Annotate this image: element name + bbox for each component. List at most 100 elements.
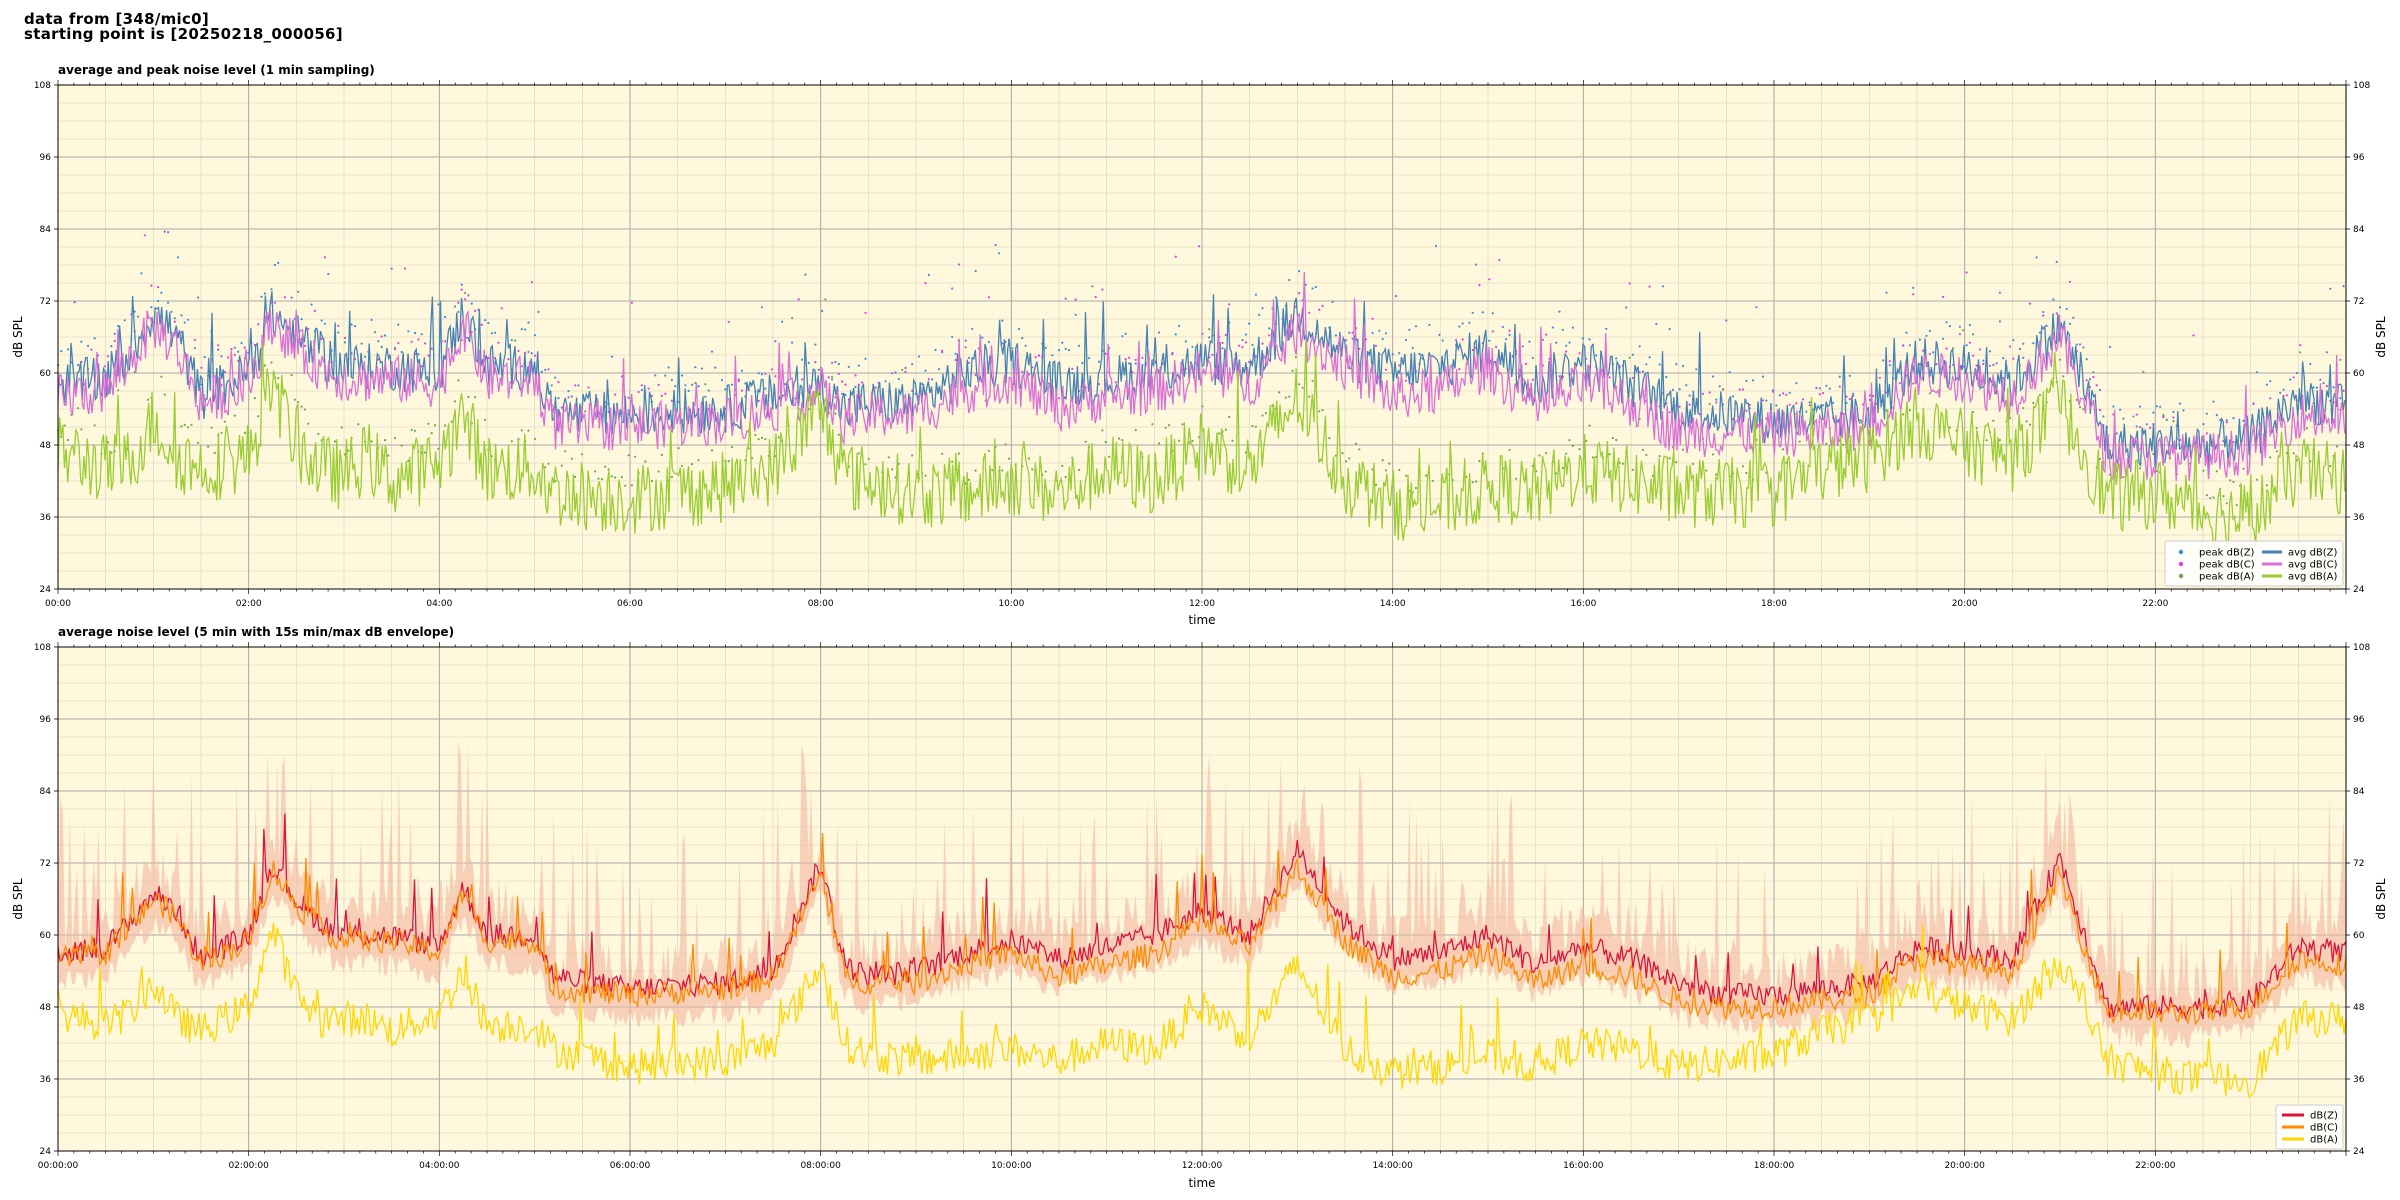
peak-point [1691,462,1695,465]
peak-point [994,243,997,247]
peak-point [2038,331,2042,334]
peak-point [1998,320,2001,323]
peak-point [560,464,563,467]
peak-point [1067,349,1071,352]
peak-point [837,372,840,375]
peak-point [1681,364,1685,368]
peak-point [574,475,577,478]
peak-point [2322,382,2325,385]
legend-label: avg dB(A) [2288,572,2338,583]
peak-point [2058,358,2062,361]
peak-point [1291,369,1294,372]
peak-point [2269,456,2272,459]
peak-point [2042,310,2045,314]
peak-point [854,385,857,389]
x-tick-label: 22:00 [2142,599,2168,609]
peak-point [1888,364,1891,367]
peak-point [1351,331,1354,334]
peak-point [1074,313,1077,316]
peak-point [223,420,226,423]
legend-label: avg dB(Z) [2288,548,2338,559]
peak-point [1688,403,1691,406]
peak-point [831,361,834,364]
peak-point [730,446,734,449]
series-line-dbz [57,813,2347,1021]
peak-point [1091,285,1094,288]
y-tick-label-right: 48 [2353,1003,2365,1013]
peak-point [2172,410,2175,413]
y-axis-label: dB SPL [11,316,25,358]
peak-point [1782,392,1785,395]
peak-point [340,426,343,429]
peak-point [934,348,937,351]
peak-point [847,398,850,401]
peak-point [1251,425,1254,428]
peak-point [507,358,510,361]
peak-point [1431,479,1434,482]
peak-point [1545,452,1548,455]
peak-point [2232,417,2235,420]
peak-point [1561,328,1564,331]
peak-point [1298,270,1301,273]
peak-point [610,355,614,358]
peak-point [1555,341,1558,344]
peak-point [927,273,931,276]
peak-point [1958,333,1961,336]
peak-point [1371,331,1374,335]
peak-point [1334,454,1337,457]
peak-point [1671,388,1674,391]
peak-point [2018,347,2022,351]
peak-point [1815,386,1818,390]
peak-point [1928,352,1931,355]
y-tick-label: 24 [40,1147,52,1157]
peak-point [2139,405,2142,408]
x-tick-label: 12:00 [1189,599,1215,609]
peak-point [1728,371,1731,374]
peak-point [824,298,827,301]
peak-point [270,288,273,291]
peak-point [670,378,674,382]
peak-point [1998,439,2001,442]
peak-point [1344,339,1348,342]
peak-point [193,347,196,350]
y-tick-label-right: 108 [2353,81,2370,91]
peak-point [2279,391,2282,394]
peak-point [1358,448,1361,451]
peak-point [1655,322,1658,326]
plot-frame [57,646,2347,1152]
peak-point [844,393,847,397]
peak-point [474,396,477,399]
peak-point [257,323,260,326]
peak-point [1268,327,1271,330]
peak-point [1371,317,1374,320]
peak-point [494,331,497,334]
x-tick-label: 02:00:00 [228,1161,269,1171]
series-line-dba [57,922,2347,1098]
peak-point [831,375,834,378]
y-axis-label-right: dB SPL [2374,878,2388,920]
y-tick-label-right: 24 [2353,585,2365,595]
peak-point [567,396,570,399]
peak-point [911,363,914,366]
y-tick-label-right: 72 [2353,297,2364,307]
x-tick-label: 22:00:00 [2135,1161,2176,1171]
peak-point [1268,334,1271,337]
peak-point [924,369,927,372]
y-tick-label: 96 [40,715,52,725]
peak-point [1208,328,1211,331]
peak-point [2325,351,2328,354]
peak-point [2225,502,2228,505]
peak-point [2045,324,2048,327]
peak-point [137,315,140,318]
peak-point [530,352,533,355]
x-tick-label: 00:00:00 [38,1161,79,1171]
peak-point [2165,418,2168,421]
peak-point [1561,466,1564,470]
peak-point [217,344,220,347]
peak-point [247,351,250,354]
peak-point [2315,386,2318,389]
peak-point [2252,402,2255,406]
peak-point [1615,357,1618,360]
peak-point [861,381,864,384]
peak-point [307,327,310,330]
